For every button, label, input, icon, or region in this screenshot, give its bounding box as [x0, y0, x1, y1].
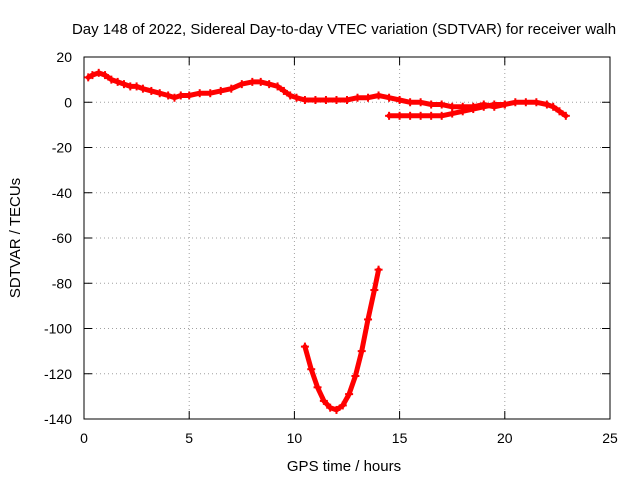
grid-lines [84, 57, 610, 419]
chart-title: Day 148 of 2022, Sidereal Day-to-day VTE… [72, 21, 616, 38]
y-tick-label: -140 [44, 411, 72, 427]
axis-ticks: 0 5 10 15 20 25 -140 -120 -100 -80 -60 -40 -20 0 20 [44, 49, 618, 446]
y-tick-label: 0 [64, 94, 72, 110]
y-tick-label: -120 [44, 366, 72, 382]
y-tick-label: -40 [52, 185, 72, 201]
y-tick-label: -60 [52, 230, 72, 246]
x-tick-label: 10 [287, 430, 303, 446]
y-tick-label: -100 [44, 321, 72, 337]
x-tick-label: 20 [497, 430, 513, 446]
y-tick-label: -80 [52, 275, 72, 291]
data-points [84, 68, 570, 414]
x-tick-label: 15 [392, 430, 408, 446]
plot-frame [83, 56, 611, 420]
x-tick-label: 5 [185, 430, 193, 446]
y-tick-label: 20 [56, 49, 72, 65]
x-axis-label: GPS time / hours [287, 458, 401, 475]
x-tick-label: 0 [80, 430, 88, 446]
y-axis-label: SDTVAR / TECUs [7, 178, 24, 298]
x-tick-label: 25 [602, 430, 618, 446]
y-tick-label: -20 [52, 140, 72, 156]
series-line-dip-arc [302, 267, 382, 413]
